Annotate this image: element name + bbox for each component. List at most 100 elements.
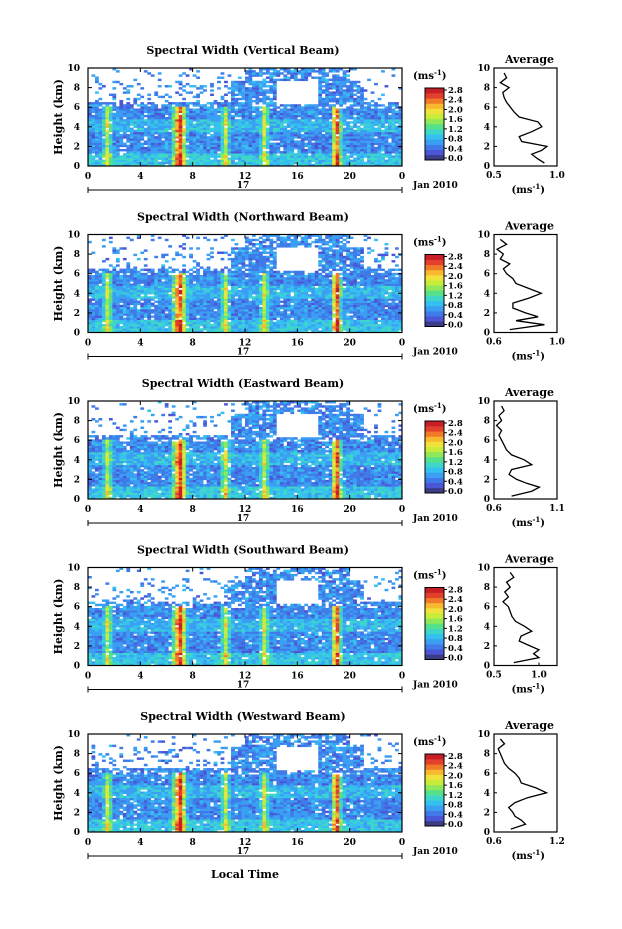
heatmap-cell <box>189 253 193 257</box>
heatmap-cell <box>279 104 284 107</box>
heatmap-cell <box>136 159 141 163</box>
heatmap-cell <box>286 321 291 325</box>
heatmap-cell <box>241 136 246 139</box>
heatmap-cell <box>286 146 291 150</box>
heatmap-cell <box>286 123 291 126</box>
heatmap-cell <box>182 234 186 237</box>
heatmap-cell <box>192 300 197 303</box>
heatmap-cell <box>220 277 225 280</box>
heatmap-cell <box>391 136 396 139</box>
heatmap-cell <box>272 247 277 250</box>
heatmap-cell <box>94 127 99 131</box>
heatmap-cell <box>328 121 333 124</box>
heatmap-cell <box>136 138 141 141</box>
heatmap-cell <box>245 321 249 325</box>
heatmap-cell <box>189 330 193 333</box>
heatmap-cell <box>220 279 225 282</box>
heatmap-cell <box>377 163 382 167</box>
heatmap-cell <box>178 161 183 165</box>
heatmap-cell <box>157 277 162 280</box>
heatmap-cell <box>196 319 200 323</box>
heatmap-cell <box>342 114 347 118</box>
heatmap-cell <box>258 123 263 126</box>
heatmap-cell <box>384 125 389 128</box>
heatmap-cell <box>283 74 288 77</box>
heatmap-cell <box>335 82 340 86</box>
heatmap-cell <box>272 82 277 86</box>
heatmap-cell <box>283 309 288 312</box>
heatmap-cell <box>367 155 371 158</box>
heatmap-cell <box>251 274 256 278</box>
heatmap-cell <box>248 264 253 267</box>
heatmap-cell <box>269 129 274 133</box>
heatmap-cell <box>178 330 183 333</box>
heatmap-cell <box>328 91 333 94</box>
heatmap-cell <box>161 104 166 107</box>
heatmap-cell <box>286 161 291 165</box>
heatmap-cell <box>318 85 323 88</box>
colorbar-swatch <box>425 98 444 104</box>
heatmap-cell <box>335 76 340 79</box>
heatmap-cell <box>164 253 169 257</box>
heatmap-cell <box>157 323 162 327</box>
heatmap-cell <box>178 289 183 293</box>
heatmap-cell <box>154 91 159 94</box>
heatmap-cell <box>363 108 368 111</box>
heatmap-cell <box>112 144 117 148</box>
heatmap-cell <box>168 144 173 148</box>
heatmap-cell <box>168 142 173 145</box>
heatmap-cell <box>192 140 197 143</box>
heatmap-cell <box>290 74 295 77</box>
heatmap-cell <box>251 123 256 126</box>
heatmap-cell <box>213 296 218 299</box>
heatmap-cell <box>133 146 138 150</box>
heatmap-cell <box>304 119 309 122</box>
heatmap-cell <box>157 268 162 272</box>
heatmap-cell <box>363 161 368 165</box>
heatmap-cell <box>189 159 193 163</box>
heatmap-cell <box>164 279 169 282</box>
heatmap-cell <box>272 296 277 299</box>
heatmap-cell <box>108 155 113 158</box>
heatmap-cell <box>196 274 200 278</box>
heatmap-cell <box>150 281 155 284</box>
heatmap-cell <box>171 106 176 109</box>
heatmap-cell <box>234 277 239 280</box>
heatmap-cell <box>140 163 145 167</box>
heatmap-cell <box>94 279 99 282</box>
heatmap-cell <box>286 131 291 135</box>
heatmap-cell <box>265 142 270 145</box>
heatmap-cell <box>269 285 274 289</box>
heatmap-cell <box>140 129 145 133</box>
heatmap-cell <box>220 125 225 128</box>
heatmap-cell <box>276 125 281 128</box>
heatmap-cell <box>108 298 113 301</box>
heatmap-cell <box>143 300 148 303</box>
heatmap-cell <box>265 260 270 263</box>
heatmap-cell <box>105 104 110 107</box>
heatmap-cell <box>171 257 176 261</box>
heatmap-cell <box>91 131 96 135</box>
heatmap-cell <box>255 97 260 101</box>
heatmap-cell <box>328 110 333 114</box>
heatmap-cell <box>98 163 103 167</box>
heatmap-cell <box>272 281 277 284</box>
heatmap-cell <box>283 112 288 116</box>
heatmap-cell <box>262 257 267 261</box>
heatmap-cell <box>164 317 169 321</box>
heatmap-cell <box>161 270 166 274</box>
heatmap-cell <box>234 112 239 116</box>
heatmap-cell <box>360 93 364 96</box>
heatmap-cell <box>346 125 350 128</box>
heatmap-cell <box>262 283 267 286</box>
heatmap-cell <box>175 102 180 105</box>
heatmap-cell <box>325 125 330 128</box>
heatmap-cell <box>133 110 138 114</box>
heatmap-cell <box>108 236 113 240</box>
heatmap-cell <box>224 315 228 318</box>
heatmap-cell <box>182 300 186 303</box>
heatmap-cell <box>147 134 152 137</box>
heatmap-cell <box>88 268 92 272</box>
heatmap-cell <box>269 153 274 156</box>
heatmap-cell <box>182 110 186 114</box>
